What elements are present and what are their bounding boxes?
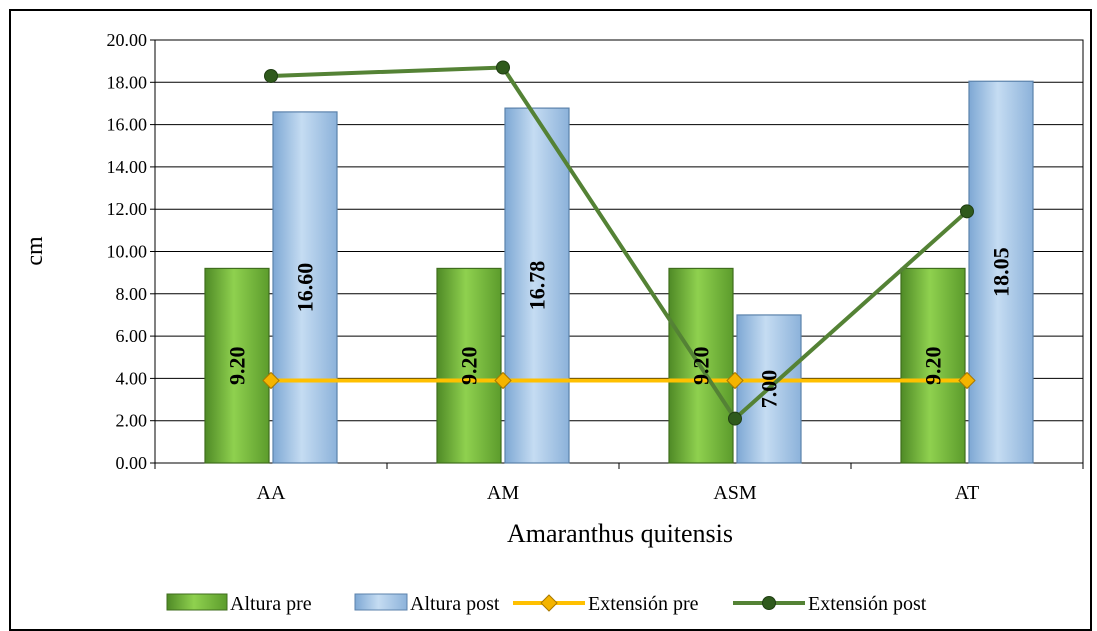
y-tick-label: 0.00 <box>116 453 148 473</box>
y-tick-label: 4.00 <box>116 368 148 388</box>
bar <box>436 267 502 464</box>
legend: Altura pre Altura post Extensión pre Extens… <box>166 593 927 615</box>
line-point <box>494 371 512 390</box>
legend-marker <box>540 594 558 612</box>
data-label: 16.60 <box>293 263 318 313</box>
bar <box>504 107 570 464</box>
legend-item: Extensión pre <box>513 593 699 615</box>
y-tick-label: 14.00 <box>107 157 148 177</box>
x-axis-title: Amaranthus quitensis <box>507 519 733 548</box>
y-tick-label: 10.00 <box>107 242 148 262</box>
data-label: 9.20 <box>689 346 714 385</box>
data-label: 9.20 <box>225 346 250 385</box>
y-tick-label: 6.00 <box>116 326 148 346</box>
data-label: 7.00 <box>757 370 782 409</box>
data-labels: 9.20 9.20 9.20 9.20 16.60 16.78 7.00 18.05 <box>225 247 1014 408</box>
lines <box>262 60 976 426</box>
legend-item: Altura pre <box>166 593 312 615</box>
legend-swatch <box>166 593 228 611</box>
data-label: 9.20 <box>457 346 482 385</box>
line-point <box>960 204 974 219</box>
data-label: 18.05 <box>989 247 1014 297</box>
y-tick-label: 16.00 <box>107 115 148 135</box>
legend-item: Altura post <box>354 593 500 615</box>
bar <box>900 267 966 464</box>
x-tick-label: AT <box>955 482 979 504</box>
data-label: 16.78 <box>525 261 550 311</box>
legend-swatch <box>354 593 408 611</box>
legend-label: Altura post <box>410 593 500 615</box>
bar <box>204 267 270 464</box>
x-tick-label: AA <box>257 482 286 504</box>
y-tick-label: 8.00 <box>116 284 148 304</box>
line-point <box>496 60 510 75</box>
line-point <box>958 371 976 390</box>
legend-label: Extensión post <box>808 593 927 615</box>
legend-marker <box>762 596 776 610</box>
bar <box>272 111 338 464</box>
legend-label: Extensión pre <box>588 593 699 615</box>
legend-item: Extensión post <box>733 593 927 615</box>
bars <box>204 80 1034 464</box>
line-point <box>728 411 742 426</box>
y-tick-label: 20.00 <box>107 30 148 50</box>
legend-label: Altura pre <box>230 593 312 615</box>
y-tick-label: 12.00 <box>107 199 148 219</box>
y-tick-label: 2.00 <box>116 411 148 431</box>
x-tick-label: ASM <box>713 482 757 504</box>
x-tick-label: AM <box>487 482 519 504</box>
line-point <box>726 371 744 390</box>
bar <box>968 80 1034 464</box>
line-point <box>262 371 280 390</box>
data-label: 9.20 <box>921 346 946 385</box>
series-line <box>270 65 969 422</box>
axes: 0.00 2.00 4.00 6.00 8.00 10.00 12.00 14.00 16.00… <box>107 30 1084 504</box>
y-tick-label: 18.00 <box>107 72 148 92</box>
line-point <box>264 68 278 83</box>
y-axis-title: cm <box>22 236 48 266</box>
